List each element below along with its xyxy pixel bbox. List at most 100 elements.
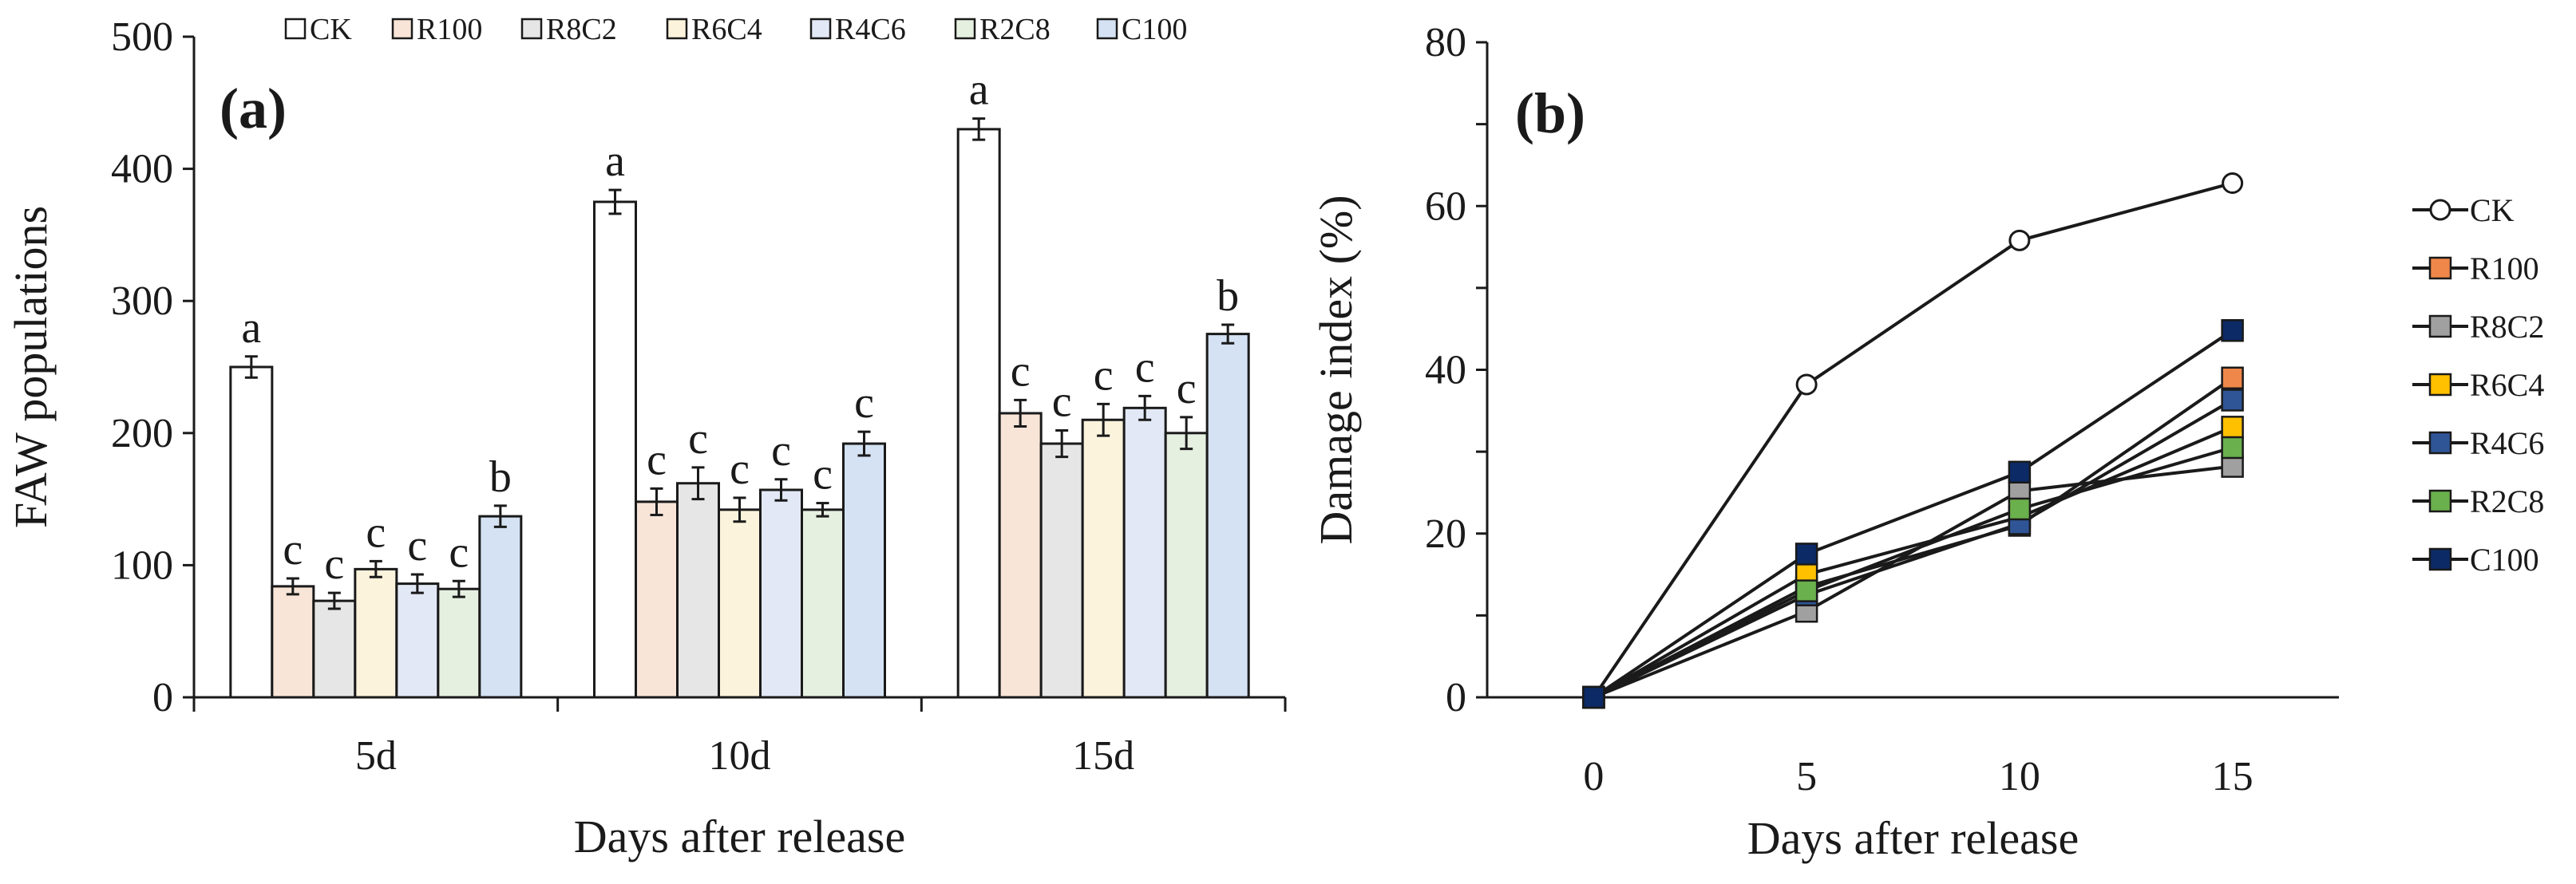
significance-letter: a [969, 65, 989, 115]
x-tick-label: 10d [709, 733, 771, 779]
series-line-r6c4 [1593, 425, 2234, 699]
bar-r8c2-5d [312, 599, 357, 699]
bar-r6c4-15d [1081, 418, 1126, 699]
data-point-c100 [2008, 460, 2032, 484]
x-tick-label: 10 [1999, 754, 2040, 799]
data-point-ck [2008, 229, 2031, 251]
x-tick-label: 15 [2212, 754, 2254, 799]
significance-letter: b [489, 452, 512, 502]
legend-label-ck: CK [310, 13, 352, 46]
bar-ck-15d [956, 128, 1001, 699]
x-tick-label: 15d [1072, 733, 1134, 779]
series-line-r2c8 [1593, 446, 2234, 699]
bar-c100-15d [1205, 333, 1250, 699]
bar-r8c2-15d [1039, 442, 1084, 699]
significance-letter: a [605, 136, 625, 186]
legend-label-r6c4: R6C4 [691, 13, 762, 46]
bar-ck-10d [593, 200, 637, 699]
bar-r4c6-15d [1122, 406, 1167, 699]
data-point-r2c8 [1794, 579, 1818, 602]
data-point-r2c8 [2221, 436, 2244, 460]
data-point-ck [2222, 172, 2244, 195]
data-point-c100 [1794, 543, 1818, 566]
y-axis-title: FAW populations [5, 206, 57, 528]
bar-r6c4-10d [718, 508, 762, 699]
y-tick-label: 40 [1425, 348, 1466, 393]
significance-letter: c [688, 414, 708, 464]
significance-letter: c [407, 521, 427, 570]
y-tick-label: 500 [111, 14, 173, 60]
significance-letter: c [813, 450, 833, 499]
legend-swatch-r2c8 [954, 18, 976, 40]
data-point-c100 [2221, 318, 2244, 342]
x-tick-label: 5 [1796, 754, 1817, 799]
significance-letter: c [449, 527, 469, 577]
bar-r6c4-5d [354, 567, 398, 699]
legend-label-r8c2: R8C2 [546, 13, 617, 46]
legend-marker-r6c4 [2428, 373, 2452, 397]
bar-r4c6-5d [395, 582, 440, 699]
panel-label-a: (a) [220, 77, 287, 140]
bar-r2c8-10d [801, 508, 845, 699]
bar-r100-10d [635, 500, 679, 699]
data-point-r100 [2221, 366, 2244, 390]
significance-letter: b [1217, 271, 1239, 321]
legend-label-c100: C100 [1122, 13, 1187, 46]
legend-swatch-c100 [1096, 18, 1118, 40]
significance-letter: a [241, 303, 261, 353]
bar-r4c6-10d [759, 488, 803, 699]
y-tick-label: 200 [111, 411, 173, 456]
legend-label-r100: R100 [417, 13, 482, 46]
y-tick-label: 0 [152, 675, 173, 720]
legend-swatch-ck [284, 18, 307, 40]
significance-letter: c [730, 444, 750, 494]
bar-c100-5d [478, 515, 523, 699]
panel-b-line-chart: 0 20 40 60 80 0 5 10 15 Days after release Damage … [1310, 20, 2544, 864]
data-point-r6c4 [2221, 416, 2244, 439]
y-tick-label: 400 [111, 147, 173, 192]
data-point-r4c6 [2221, 389, 2244, 412]
bar-r100-5d [271, 585, 315, 699]
data-point-r8c2 [2221, 455, 2244, 478]
legend-marker-r100 [2428, 256, 2452, 280]
y-axis-title: Damage index (%) [1310, 195, 1362, 544]
legend-label-r2c8: R2C8 [979, 13, 1051, 46]
y-tick-label: 60 [1425, 184, 1466, 229]
significance-letter: c [1052, 377, 1072, 426]
series-line-c100 [1593, 329, 2234, 699]
legend-marker-r2c8 [2428, 489, 2452, 513]
data-point-r2c8 [2008, 497, 2032, 521]
series-line-r8c2 [1593, 464, 2233, 699]
y-tick-label: 0 [1446, 675, 1466, 720]
legend-label-c100: C100 [2470, 542, 2539, 578]
y-tick-label: 100 [111, 543, 173, 588]
bar-r100-15d [998, 412, 1043, 699]
series-line-r100 [1593, 377, 2234, 699]
legend-marker-r8c2 [2428, 314, 2452, 338]
data-point-c100 [1582, 685, 1605, 709]
bar-r2c8-15d [1164, 432, 1209, 699]
bar-c100-10d [842, 442, 886, 699]
significance-letter: c [324, 539, 344, 589]
significance-letter: c [647, 435, 667, 484]
data-point-ck [1795, 373, 1818, 396]
legend-marker-r4c6 [2428, 431, 2452, 455]
legend-label-r8c2: R8C2 [2470, 309, 2544, 345]
legend-label-r2c8: R2C8 [2470, 483, 2544, 519]
y-tick-label: 80 [1425, 20, 1466, 65]
y-tick-label: 300 [111, 278, 173, 324]
legend-swatch-r4c6 [809, 18, 832, 40]
y-tick-label: 20 [1425, 511, 1466, 557]
legend-marker-ck [2429, 199, 2451, 221]
legend-label-r100: R100 [2470, 251, 2539, 286]
series-line-ck [1592, 181, 2234, 699]
bar-r2c8-5d [437, 587, 481, 699]
x-axis-title: Days after release [1747, 812, 2079, 864]
legend-marker-c100 [2428, 547, 2452, 571]
significance-letter: c [1177, 364, 1197, 413]
legend-label-r4c6: R4C6 [835, 13, 906, 46]
significance-letter: c [1094, 350, 1114, 400]
x-tick-label: 5d [355, 733, 397, 779]
